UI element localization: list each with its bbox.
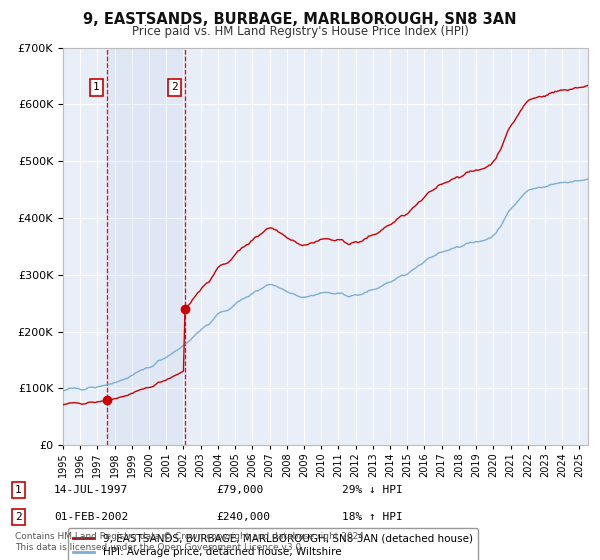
Text: 2: 2 bbox=[15, 512, 22, 522]
Text: Price paid vs. HM Land Registry's House Price Index (HPI): Price paid vs. HM Land Registry's House … bbox=[131, 25, 469, 38]
Text: £240,000: £240,000 bbox=[216, 512, 270, 522]
Text: 1: 1 bbox=[15, 485, 22, 495]
Text: £79,000: £79,000 bbox=[216, 485, 263, 495]
Text: 9, EASTSANDS, BURBAGE, MARLBOROUGH, SN8 3AN: 9, EASTSANDS, BURBAGE, MARLBOROUGH, SN8 … bbox=[83, 12, 517, 27]
Text: 18% ↑ HPI: 18% ↑ HPI bbox=[342, 512, 403, 522]
Text: 2: 2 bbox=[171, 82, 178, 92]
Text: 29% ↓ HPI: 29% ↓ HPI bbox=[342, 485, 403, 495]
Text: 01-FEB-2002: 01-FEB-2002 bbox=[54, 512, 128, 522]
Text: 1: 1 bbox=[93, 82, 100, 92]
Text: 14-JUL-1997: 14-JUL-1997 bbox=[54, 485, 128, 495]
Text: Contains HM Land Registry data © Crown copyright and database right 2024.
This d: Contains HM Land Registry data © Crown c… bbox=[15, 532, 367, 552]
Bar bbox=[107, 48, 185, 445]
Legend: 9, EASTSANDS, BURBAGE, MARLBOROUGH, SN8 3AN (detached house), HPI: Average price: 9, EASTSANDS, BURBAGE, MARLBOROUGH, SN8 … bbox=[68, 528, 478, 560]
